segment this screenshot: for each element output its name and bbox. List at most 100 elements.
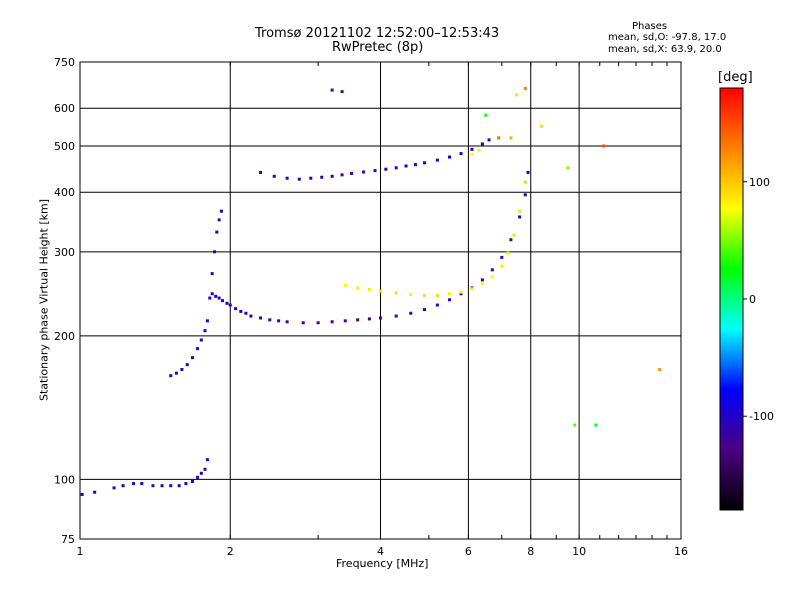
echo-point (435, 158, 439, 162)
echo-point (217, 296, 221, 300)
echo-point (512, 233, 516, 237)
echo-point (185, 363, 189, 367)
echo-point (379, 289, 382, 293)
echo-point (340, 90, 344, 94)
echo-point (470, 152, 474, 156)
echo-point (480, 278, 484, 282)
echo-point (490, 268, 494, 272)
phases-o-mode-stats: mean, sd,O: -97.8, 17.0 (608, 32, 727, 43)
echo-point (448, 298, 452, 302)
echo-point (316, 321, 320, 325)
echo-point (297, 177, 301, 181)
chart-subtitle: RwPretec (8p) (332, 40, 424, 55)
echo-point (203, 329, 207, 333)
echo-point (435, 293, 439, 297)
echo-point (515, 93, 519, 97)
echo-point (435, 303, 439, 307)
echo-point (367, 317, 371, 321)
echo-point (340, 173, 344, 177)
echo-point (506, 251, 510, 255)
y-tick-label: 750 (54, 56, 75, 69)
echo-point (487, 138, 491, 142)
echo-point (249, 314, 253, 318)
echo-point (384, 167, 388, 171)
y-axis-label: Stationary phase Virtual Height [km] (37, 198, 51, 402)
echo-point (422, 161, 426, 165)
echo-point (409, 293, 413, 297)
echo-point (112, 486, 116, 490)
x-axis-label: Frequency [MHz] (336, 557, 429, 570)
echo-point (301, 321, 305, 325)
echo-point (356, 318, 360, 322)
echo-point (205, 458, 209, 462)
echo-point (93, 490, 97, 494)
echo-point (132, 482, 136, 486)
echo-point (140, 482, 144, 486)
y-tick-label: 75 (61, 533, 75, 546)
echo-point (594, 423, 598, 427)
echo-point (285, 320, 289, 324)
echo-point (285, 176, 289, 180)
colorbar-ticks: 100 0 -100 (743, 176, 774, 423)
echo-point (239, 309, 243, 313)
echo-point (234, 307, 238, 311)
echo-point (459, 152, 463, 156)
echo-point (526, 170, 530, 174)
axis-ticks: 1 2 4 6 8 10 16 75 100 200 300 400 500 600 750 (54, 56, 688, 558)
echo-point (394, 166, 398, 170)
echo-point (394, 314, 398, 318)
phases-x-mode-stats: mean, sd,X: 63.9, 20.0 (608, 44, 722, 55)
chart-title: Tromsø 20121102 12:52:00–12:53:43 (255, 26, 500, 41)
echo-point (343, 283, 347, 287)
echo-point (448, 292, 452, 296)
echo-point (309, 176, 313, 180)
echo-point (422, 308, 426, 312)
colorbar-tick-label: -100 (749, 410, 774, 423)
colorbar-tick-label: 100 (749, 176, 770, 189)
echo-point (523, 86, 527, 90)
echo-point (210, 292, 214, 296)
echo-point (523, 180, 527, 184)
x-tick-label: 1 (77, 545, 84, 558)
echo-point (500, 255, 504, 259)
echo-point (470, 287, 474, 291)
echo-point (214, 294, 218, 298)
echo-point (259, 316, 263, 320)
echo-point (379, 316, 382, 320)
echo-point (373, 169, 377, 173)
echo-point (394, 291, 398, 295)
phases-box-title: Phases (632, 21, 668, 32)
echo-point (259, 170, 263, 174)
colorbar-unit-label: [deg] (718, 70, 753, 85)
echo-point (350, 171, 354, 175)
echo-point (404, 164, 408, 168)
echo-point (215, 230, 219, 234)
echo-point (219, 209, 223, 213)
echo-point (177, 484, 181, 488)
y-tick-label: 300 (54, 246, 75, 259)
echo-point (413, 163, 417, 167)
echo-point (330, 174, 334, 178)
x-tick-label: 2 (227, 545, 234, 558)
echo-point (459, 290, 463, 294)
echo-point (362, 170, 366, 174)
echo-point (539, 124, 543, 128)
y-tick-label: 400 (54, 186, 75, 199)
x-tick-label: 10 (572, 545, 586, 558)
echo-point (169, 484, 173, 488)
echo-point (330, 88, 334, 92)
echo-point (169, 374, 173, 378)
echo-point (497, 136, 501, 140)
echo-point (160, 484, 164, 488)
echo-point (523, 193, 527, 197)
echo-point (221, 299, 225, 303)
echo-point (490, 275, 494, 279)
echo-point (180, 367, 184, 371)
y-tick-label: 200 (54, 330, 75, 343)
y-tick-label: 100 (54, 473, 75, 486)
y-tick-label: 600 (54, 102, 75, 115)
grid-lines (80, 62, 681, 539)
echo-point (459, 292, 463, 296)
echo-point (573, 423, 577, 427)
